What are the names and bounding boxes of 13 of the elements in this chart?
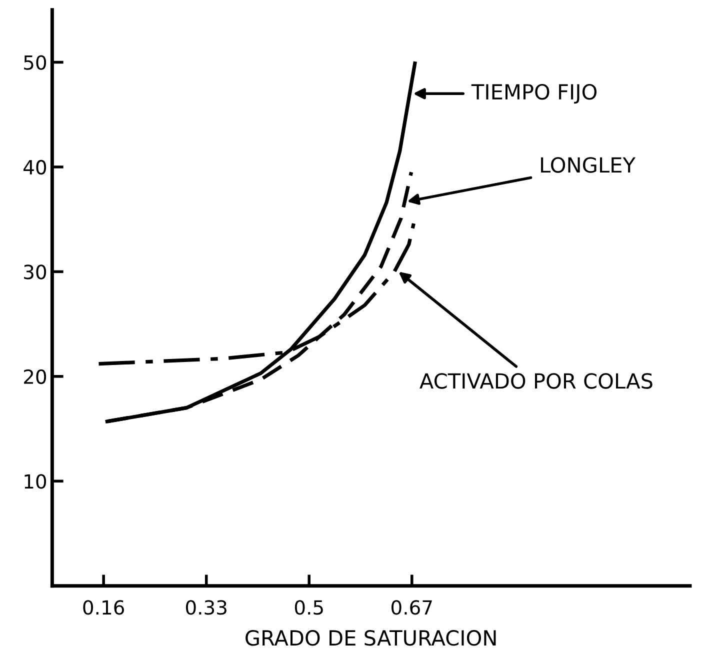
x-tick-label: 0.67 bbox=[392, 600, 432, 615]
y-tick-label: 40 bbox=[24, 160, 46, 175]
y-tick-label: 30 bbox=[24, 264, 46, 280]
y-tick-label: 50 bbox=[24, 55, 46, 70]
annotation: LONGLEY bbox=[541, 157, 636, 173]
y-tick-label: 20 bbox=[24, 369, 46, 384]
x-tick-label: 0.33 bbox=[186, 600, 226, 615]
x-tick-label: 0.16 bbox=[83, 600, 124, 615]
y-tick-label: 10 bbox=[24, 474, 46, 489]
annotation: TIEMPO FIJO bbox=[471, 84, 597, 104]
annotation: ACTIVADO POR COLAS bbox=[420, 373, 652, 389]
x-axis-title: GRADO DE SATURACION bbox=[246, 630, 496, 646]
x-tick-label: 0.5 bbox=[294, 600, 323, 615]
